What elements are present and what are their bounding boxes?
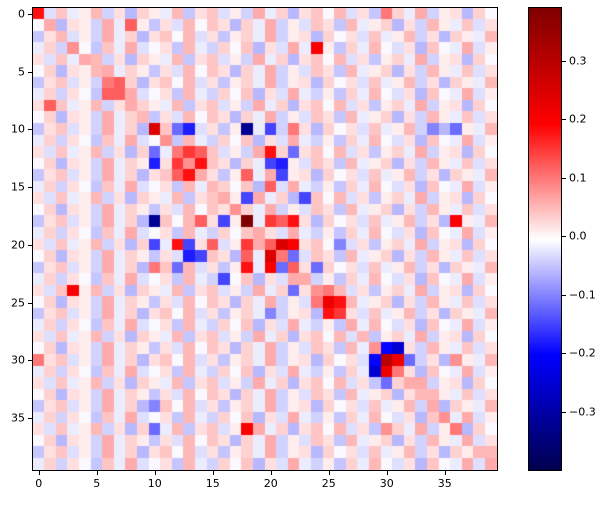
x-tick-mark bbox=[212, 471, 214, 475]
heatmap-canvas bbox=[33, 8, 497, 470]
colorbar-tick-mark bbox=[562, 353, 566, 355]
colorbar-tick-label: −0.3 bbox=[569, 405, 596, 419]
y-tick-mark bbox=[28, 187, 32, 189]
x-tick-mark bbox=[154, 471, 156, 475]
colorbar-tick-label: 0.1 bbox=[569, 171, 587, 185]
x-tick-mark bbox=[38, 471, 40, 475]
colorbar-tick-label: 0.2 bbox=[569, 112, 587, 126]
y-tick-label: 5 bbox=[18, 65, 25, 79]
x-tick-label: 10 bbox=[147, 477, 162, 490]
x-tick-label: 25 bbox=[321, 477, 336, 490]
y-tick-mark bbox=[28, 71, 32, 73]
x-tick-label: 5 bbox=[93, 477, 101, 490]
y-tick-mark bbox=[28, 302, 32, 304]
y-tick-label: 0 bbox=[18, 7, 25, 21]
y-tick-mark bbox=[28, 244, 32, 246]
y-tick-mark bbox=[28, 13, 32, 15]
y-tick-mark bbox=[28, 360, 32, 362]
x-tick-mark bbox=[96, 471, 98, 475]
colorbar-tick-mark bbox=[562, 60, 566, 62]
colorbar-tick-label: −0.1 bbox=[569, 288, 596, 302]
x-tick-label: 35 bbox=[437, 477, 452, 490]
colorbar-tick-mark bbox=[562, 294, 566, 296]
x-tick-label: 30 bbox=[379, 477, 394, 490]
colorbar-tick-label: 0.0 bbox=[569, 229, 587, 243]
y-tick-mark bbox=[28, 129, 32, 131]
y-tick-label: 30 bbox=[11, 353, 25, 367]
colorbar-tick-label: 0.3 bbox=[569, 54, 587, 68]
colorbar-tick-mark bbox=[562, 177, 566, 179]
x-tick-mark bbox=[328, 471, 330, 475]
colorbar-tick-label: −0.2 bbox=[569, 346, 596, 360]
x-tick-label: 20 bbox=[263, 477, 278, 490]
colorbar bbox=[529, 8, 561, 470]
colorbar-tick-mark bbox=[562, 236, 566, 238]
y-tick-label: 20 bbox=[11, 238, 25, 252]
y-tick-label: 10 bbox=[11, 122, 25, 136]
y-tick-mark bbox=[28, 418, 32, 420]
x-tick-mark bbox=[444, 471, 446, 475]
y-tick-label: 35 bbox=[11, 411, 25, 425]
colorbar-tick-mark bbox=[562, 411, 566, 413]
x-tick-mark bbox=[270, 471, 272, 475]
y-tick-label: 25 bbox=[11, 296, 25, 310]
colorbar-tick-mark bbox=[562, 119, 566, 121]
x-tick-label: 15 bbox=[205, 477, 220, 490]
x-tick-mark bbox=[386, 471, 388, 475]
x-tick-label: 0 bbox=[35, 477, 43, 490]
y-tick-label: 15 bbox=[11, 180, 25, 194]
